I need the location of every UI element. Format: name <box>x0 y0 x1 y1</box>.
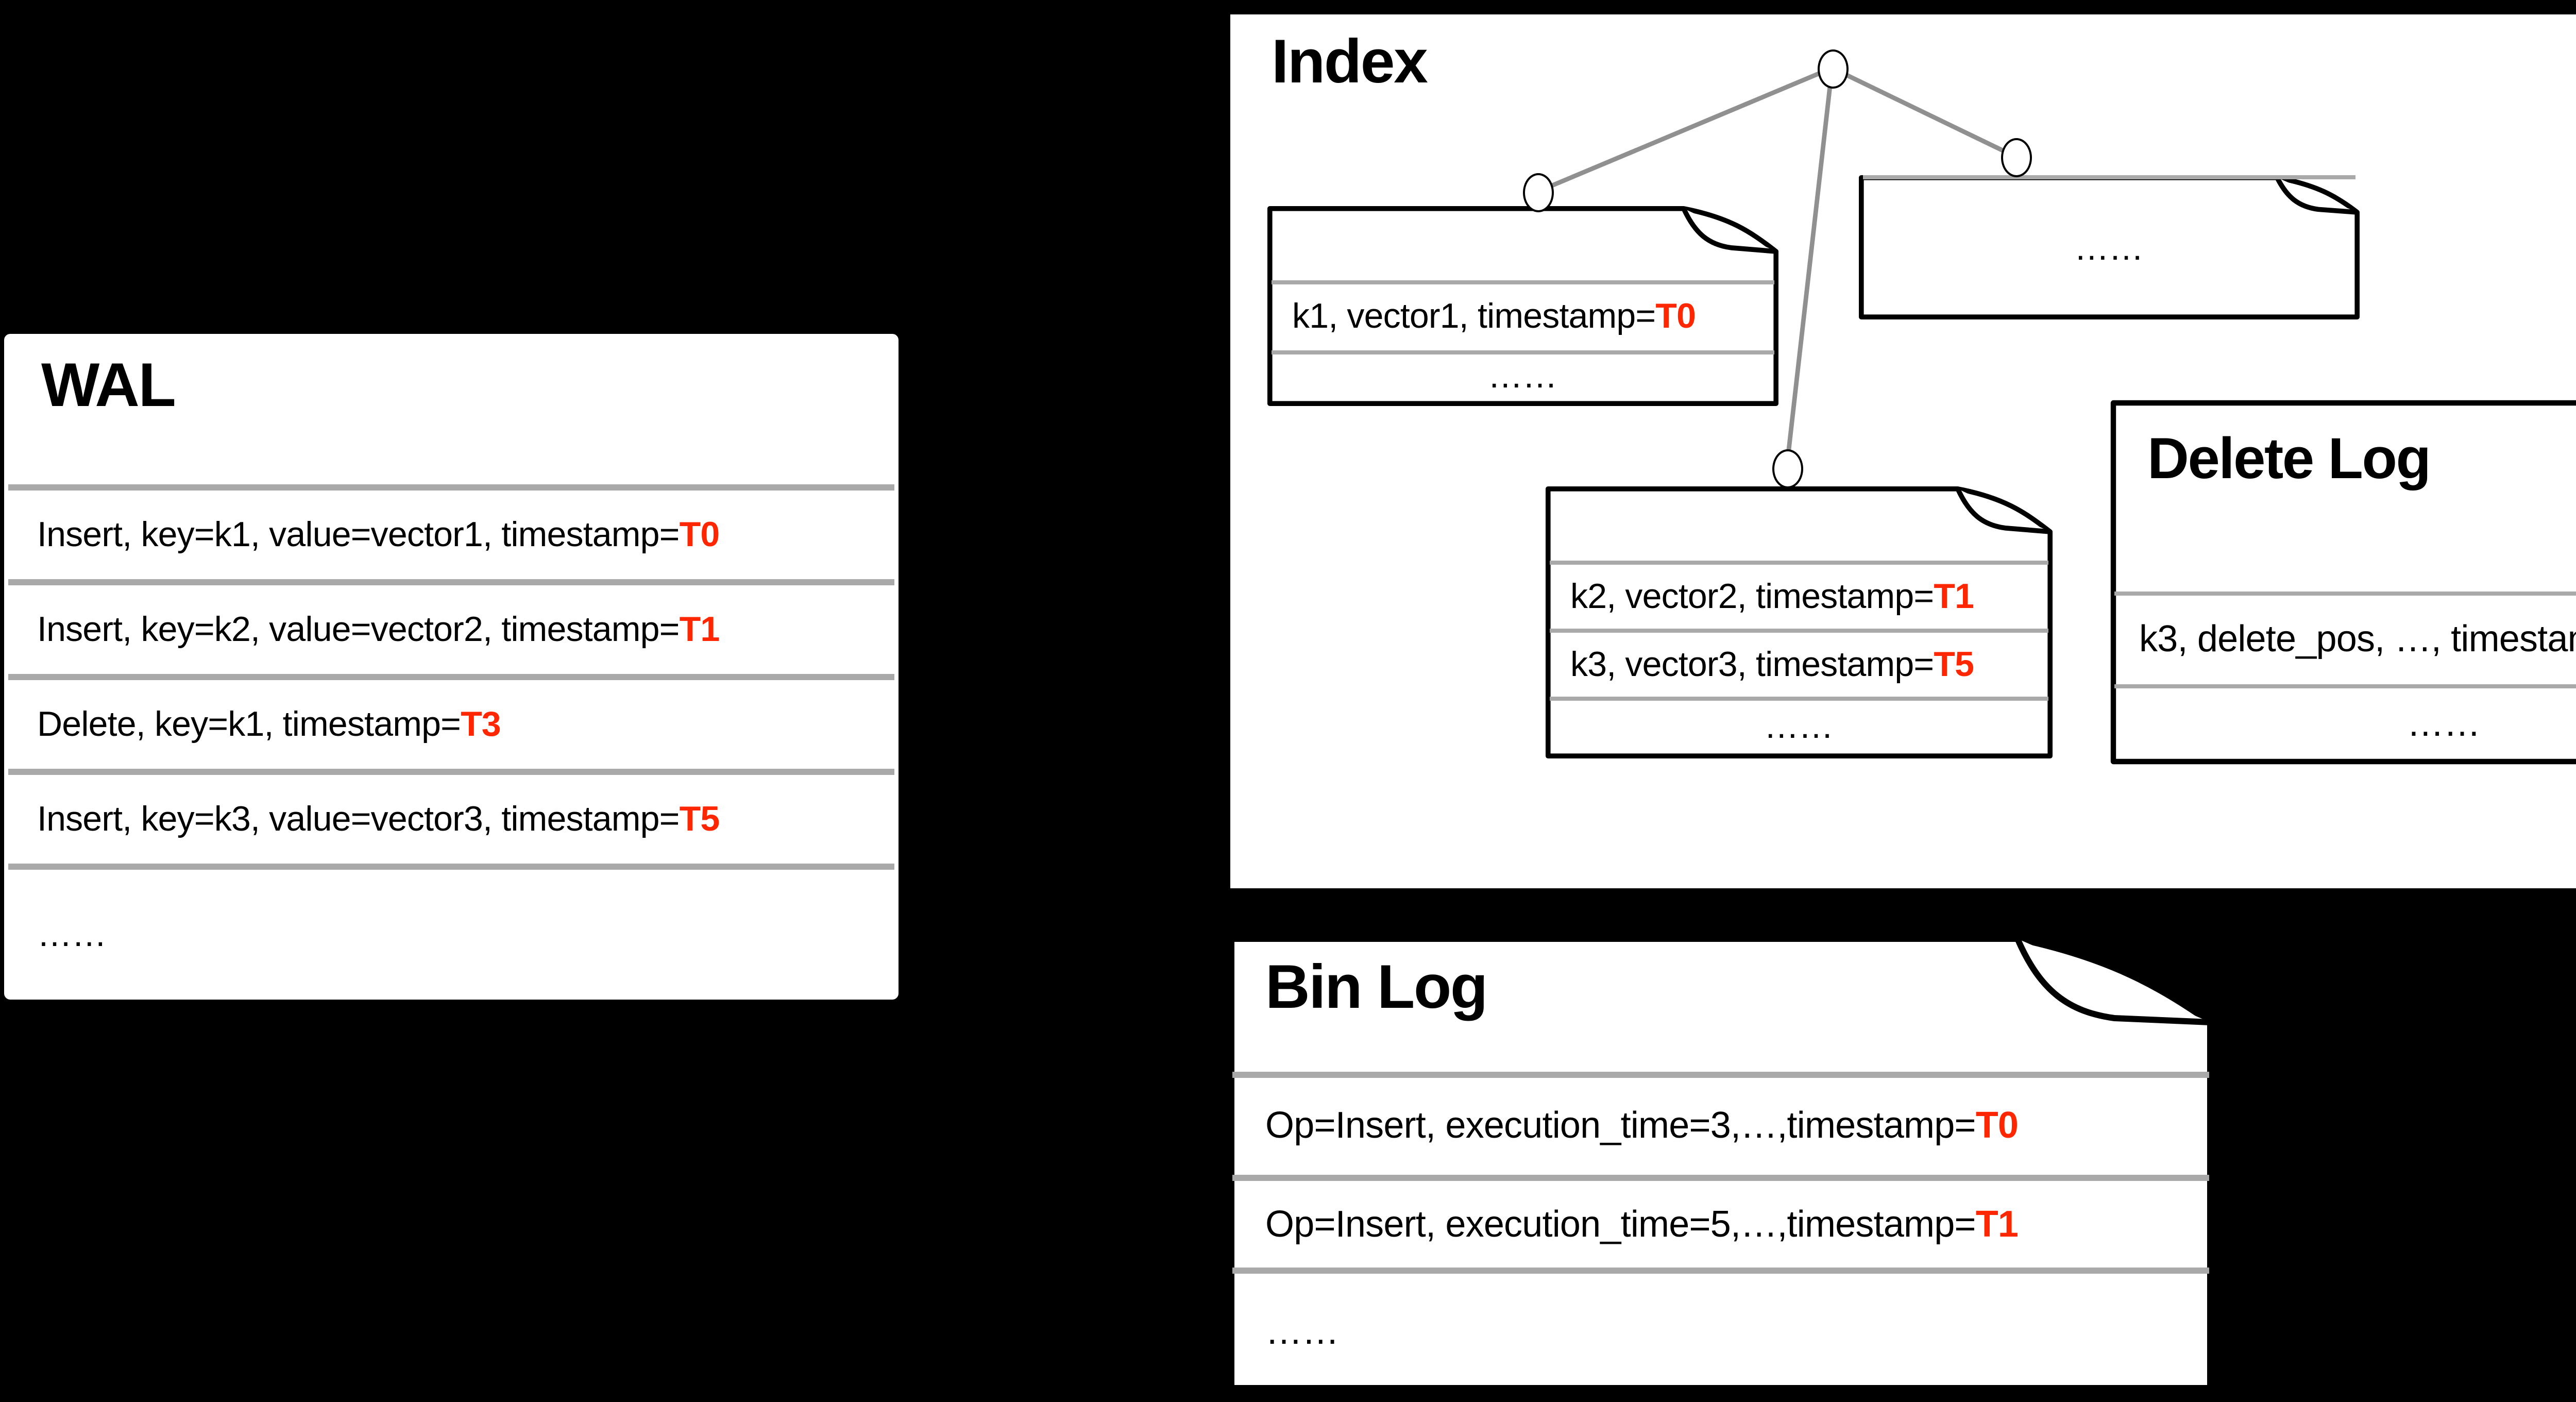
bin-log-title: Bin Log <box>1265 954 1488 1022</box>
timestamp-value: T1 <box>1975 1203 2019 1244</box>
index-panel: Index k1, vector1, timestamp= T0 …… <box>1230 14 2576 888</box>
delete-log-title: Delete Log <box>2147 427 2431 491</box>
ellipsis-text: …… <box>37 914 107 953</box>
index-entry-ellipsis: …… <box>1550 697 2047 752</box>
ellipsis-text: …… <box>2074 229 2144 268</box>
index-leaf-document-other: …… <box>1859 175 2360 319</box>
bin-log-row: Op=Insert, execution_time=3,…,timestamp=… <box>1232 1072 2208 1175</box>
timestamp-value: T0 <box>1975 1105 2019 1146</box>
folded-page-icon <box>1546 486 2053 758</box>
wal-row-text: Delete, key=k1, timestamp= <box>37 704 461 743</box>
index-entry-ellipsis: …… <box>1272 350 1773 400</box>
ellipsis-text: …… <box>1265 1311 1339 1352</box>
index-entry-row: k3, vector3, timestamp= T5 <box>1550 629 2047 697</box>
wal-row-ellipsis: …… <box>8 864 893 1000</box>
entry-text: k3, vector3, timestamp= <box>1570 644 1934 683</box>
entry-text: Op=Insert, execution_time=5,…,timestamp= <box>1265 1203 1976 1244</box>
tree-node-root-icon <box>1817 48 1848 88</box>
bin-log-box: Bin Log Op=Insert, execution_time=3,…,ti… <box>1228 936 2213 1391</box>
wal-row-text: Insert, key=k2, value=vector2, timestamp… <box>37 609 680 648</box>
timestamp-value: T0 <box>679 514 720 553</box>
entry-text: Op=Insert, execution_time=3,…,timestamp= <box>1265 1105 1976 1146</box>
tree-edge-left <box>1536 65 1833 194</box>
tree-edges <box>1536 65 2016 468</box>
timestamp-value: T1 <box>679 609 720 648</box>
bin-log-ellipsis: …… <box>1232 1268 2208 1391</box>
timestamp-value: T5 <box>679 799 720 838</box>
index-leaf-document-k1: k1, vector1, timestamp= T0 …… <box>1267 206 1778 406</box>
timestamp-value: T1 <box>1934 576 1974 615</box>
folded-page-icon <box>1228 936 2213 1391</box>
ellipsis-text: …… <box>2406 702 2481 743</box>
tree-node-left-icon <box>1522 172 1553 211</box>
ellipsis-text: …… <box>1764 706 1834 745</box>
delete-log-box: Delete Log k3, delete_pos, …, timestamp=… <box>2110 400 2576 765</box>
entry-text: k1, vector1, timestamp= <box>1292 297 1656 336</box>
timestamp-value: T3 <box>461 704 501 743</box>
wal-row-text: Insert, key=k3, value=vector3, timestamp… <box>37 799 680 838</box>
ellipsis-text: …… <box>1487 357 1557 396</box>
wal-row: Insert, key=k2, value=vector2, timestamp… <box>8 579 893 674</box>
index-entry-row: k2, vector2, timestamp= T1 <box>1550 561 2047 629</box>
delete-log-row: k3, delete_pos, …, timestamp=T3 <box>2114 592 2576 684</box>
tree-edge-middle <box>1784 67 1835 468</box>
tree-node-middle-icon <box>1771 448 1802 487</box>
index-entry-row: k1, vector1, timestamp= T0 <box>1272 280 1773 350</box>
tree-edge-right <box>1831 66 2016 159</box>
wal-box: WAL Insert, key=k1, value=vector1, times… <box>4 334 899 1000</box>
folded-page-icon <box>1267 206 1778 406</box>
index-leaf-document-k2-k3: k2, vector2, timestamp= T1 k3, vector3, t… <box>1546 486 2053 758</box>
index-title: Index <box>1272 29 1428 97</box>
timestamp-value: T5 <box>1934 644 1974 683</box>
bin-log-row: Op=Insert, execution_time=5,…,timestamp=… <box>1232 1175 2208 1268</box>
entry-text: k3, delete_pos, …, timestamp= <box>2139 618 2576 660</box>
timestamp-value: T0 <box>1655 297 1696 336</box>
folded-page-icon <box>1859 175 2360 319</box>
wal-title: WAL <box>41 352 176 420</box>
index-entry-ellipsis: …… <box>1863 175 2354 319</box>
delete-log-ellipsis: …… <box>2114 684 2576 758</box>
folded-page-icon <box>2110 400 2576 765</box>
wal-row: Insert, key=k3, value=vector3, timestamp… <box>8 769 893 864</box>
wal-row: Insert, key=k1, value=vector1, timestamp… <box>8 484 893 579</box>
tree-node-right-icon <box>2000 137 2031 176</box>
wal-row-text: Insert, key=k1, value=vector1, timestamp… <box>37 514 680 553</box>
entry-text: k2, vector2, timestamp= <box>1570 576 1934 615</box>
wal-row: Delete, key=k1, timestamp= T3 <box>8 674 893 769</box>
